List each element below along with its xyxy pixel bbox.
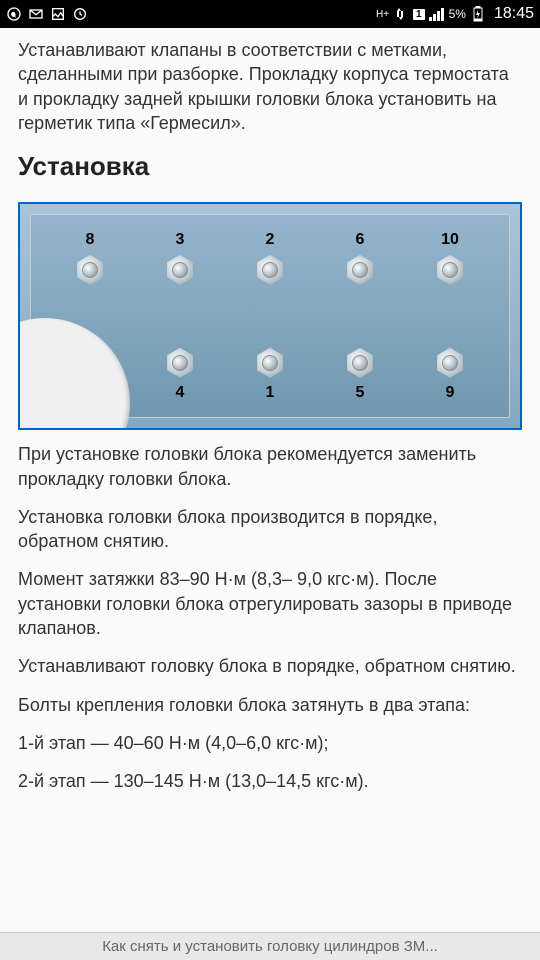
clock: 18:45: [494, 5, 534, 23]
bolt-icon: [165, 348, 195, 378]
data-arrows-icon: [393, 6, 409, 22]
status-left: [6, 6, 88, 22]
bolt-number: 1: [266, 382, 275, 404]
paragraph: Болты крепления головки блока затянуть в…: [18, 693, 522, 717]
bolt-number: 10: [441, 229, 459, 251]
bolt-cell: 10: [435, 229, 465, 285]
whatsapp-icon: [6, 6, 22, 22]
bolt-icon: [345, 255, 375, 285]
mail-icon: [28, 6, 44, 22]
bolt-icon: [435, 348, 465, 378]
bolt-cell: 2: [255, 229, 285, 285]
tab-title-bar[interactable]: Как снять и установить головку цилиндров…: [0, 932, 540, 960]
status-bar: H+ 1 5% 18:45: [0, 0, 540, 28]
bolt-number: 4: [176, 382, 185, 404]
paragraph: Устанавливают клапаны в соответствии с м…: [18, 38, 522, 135]
bolt-icon: [435, 255, 465, 285]
bolt-icon: [255, 255, 285, 285]
paragraph: 2-й этап — 130–145 Н·м (13,0–14,5 кгс·м)…: [18, 769, 522, 793]
bolt-cell: 5: [345, 348, 375, 404]
bolt-icon: [345, 348, 375, 378]
bolt-cell: 9: [435, 348, 465, 404]
bolt-number: 9: [446, 382, 455, 404]
bolt-diagram: 8 3 2 6 10 7 4 1 5 9: [18, 202, 522, 430]
paragraph: Установка головки блока производится в п…: [18, 505, 522, 554]
tab-title: Как снять и установить головку цилиндров…: [102, 938, 438, 955]
paragraph: Момент затяжки 83–90 Н·м (8,3– 9,0 кгс·м…: [18, 567, 522, 640]
bolt-icon: [75, 255, 105, 285]
bolt-number: 8: [86, 229, 95, 251]
bolt-number: 2: [266, 229, 275, 251]
section-heading: Установка: [18, 149, 522, 184]
article-content[interactable]: Устанавливают клапаны в соответствии с м…: [0, 28, 540, 818]
bolt-cell: 1: [255, 348, 285, 404]
network-type: H+: [376, 9, 389, 20]
status-right: H+ 1 5% 18:45: [376, 5, 534, 23]
bolt-number: 5: [356, 382, 365, 404]
bolt-cell: 6: [345, 229, 375, 285]
sync-icon: [72, 6, 88, 22]
bolt-cell: 4: [165, 348, 195, 404]
battery-percent: 5%: [449, 7, 466, 21]
bolt-icon: [255, 348, 285, 378]
bolt-icon: [165, 255, 195, 285]
bolt-number: 6: [356, 229, 365, 251]
bolt-row-top: 8 3 2 6 10: [31, 229, 509, 285]
paragraph: При установке головки блока рекомендуетс…: [18, 442, 522, 491]
image-icon: [50, 6, 66, 22]
battery-icon: [470, 6, 486, 22]
bolt-cell: 3: [165, 229, 195, 285]
paragraph: 1-й этап — 40–60 Н·м (4,0–6,0 кгс·м);: [18, 731, 522, 755]
signal-icon: [429, 6, 445, 22]
bolt-cell: 8: [75, 229, 105, 285]
bolt-number: 3: [176, 229, 185, 251]
paragraph: Устанавливают головку блока в порядке, о…: [18, 654, 522, 678]
sim-indicator: 1: [413, 9, 425, 20]
